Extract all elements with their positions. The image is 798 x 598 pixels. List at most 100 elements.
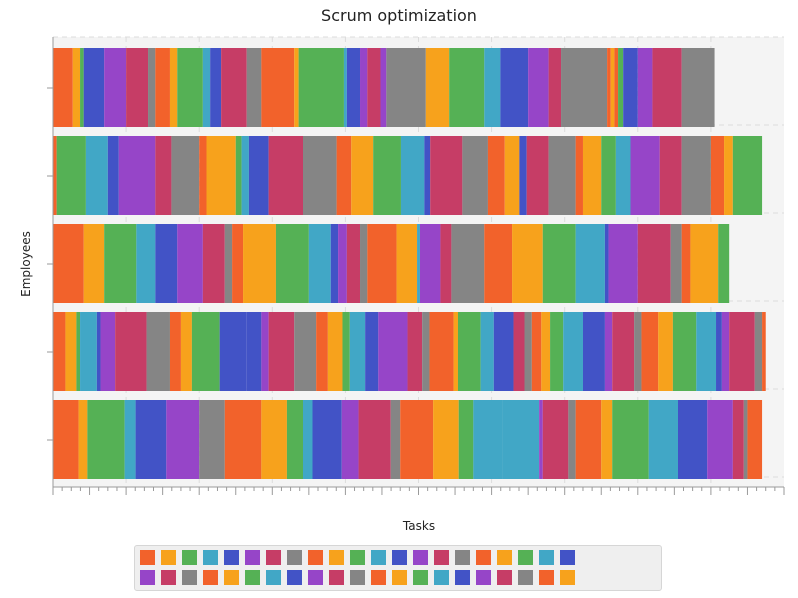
bar-segment: [648, 400, 678, 479]
bar-segment: [453, 312, 458, 391]
bar-segment: [53, 312, 66, 391]
bar-segment: [169, 48, 178, 127]
bar-segment: [100, 312, 116, 391]
bar-segment: [126, 48, 149, 127]
bar-segment: [224, 224, 233, 303]
bar-segment: [652, 48, 682, 127]
bar-segment: [513, 312, 525, 391]
bar-segment: [136, 224, 156, 303]
bar-segment: [601, 136, 616, 215]
bar-segment: [327, 312, 343, 391]
bar-segment: [294, 48, 299, 127]
bar-segment: [380, 48, 387, 127]
bar-segment: [246, 312, 262, 391]
bar-segment: [400, 400, 434, 479]
bar-segment: [224, 400, 262, 479]
bar-segment: [407, 312, 423, 391]
bar-segment: [718, 224, 730, 303]
bar-segment: [721, 312, 730, 391]
bar-segment: [550, 312, 564, 391]
bar-segment: [561, 48, 608, 127]
bar-segment: [241, 136, 249, 215]
bar-segment: [202, 224, 225, 303]
legend-swatch: [245, 550, 260, 565]
bar-segment: [607, 48, 611, 127]
legend-swatch: [371, 550, 386, 565]
legend-swatch: [392, 550, 407, 565]
bar-segment: [303, 136, 337, 215]
bar-segment: [504, 136, 520, 215]
legend-swatch: [371, 570, 386, 585]
bar-segment: [615, 136, 631, 215]
bar-segment: [433, 400, 459, 479]
legend-swatch: [245, 570, 260, 585]
bar-segment: [710, 136, 725, 215]
bar-segment: [659, 136, 682, 215]
legend-swatch: [224, 550, 239, 565]
bar-segment: [672, 312, 697, 391]
x-axis-label: Tasks: [402, 519, 436, 533]
bar-segment: [762, 312, 766, 391]
bar-segment: [493, 312, 514, 391]
bar-segment: [582, 136, 602, 215]
bar-segment: [449, 48, 485, 127]
bar-segment: [743, 400, 748, 479]
bar-segment: [56, 136, 86, 215]
bar-segment: [78, 400, 88, 479]
bar-segment: [308, 224, 331, 303]
legend-swatch: [308, 550, 323, 565]
bar-segment: [53, 400, 79, 479]
bar-segment: [351, 136, 374, 215]
legend-swatch: [224, 570, 239, 585]
bar-segment: [107, 136, 119, 215]
legend-swatch: [287, 570, 302, 585]
bar-segment: [155, 136, 172, 215]
legend-swatch: [518, 570, 533, 585]
bar-segment: [542, 224, 576, 303]
bar-segment: [155, 48, 170, 127]
bar-segment: [246, 48, 262, 127]
legend-swatch: [203, 550, 218, 565]
bar-segment: [548, 136, 576, 215]
bar-segment: [80, 48, 84, 127]
legend-swatch: [476, 550, 491, 565]
legend-swatch: [329, 550, 344, 565]
bar-segment: [582, 312, 605, 391]
legend-swatch: [518, 550, 533, 565]
bar-segment: [166, 400, 200, 479]
bar-segment: [484, 48, 501, 127]
bar-segment: [155, 224, 178, 303]
bar-segment: [294, 312, 317, 391]
bar-segment: [526, 136, 549, 215]
bar-segment: [696, 312, 717, 391]
bar-segment: [202, 48, 211, 127]
legend-swatch: [476, 570, 491, 585]
legend-swatch: [560, 550, 575, 565]
bar-segment: [275, 224, 309, 303]
bar-segment: [180, 312, 192, 391]
bar-segment: [429, 312, 454, 391]
legend-swatch: [497, 550, 512, 565]
bar-segment: [336, 136, 352, 215]
bar-segment: [502, 400, 540, 479]
legend-swatch: [266, 570, 281, 585]
bar-segment: [330, 224, 339, 303]
bar-segment: [360, 48, 368, 127]
legend-swatch: [560, 570, 575, 585]
legend-swatch: [413, 550, 428, 565]
legend-swatch: [497, 570, 512, 585]
bar-segment: [430, 136, 463, 215]
bar-segment: [754, 312, 763, 391]
bar-segment: [191, 312, 220, 391]
bar-segment: [87, 400, 125, 479]
bar-segment: [457, 312, 481, 391]
bar-segment: [171, 136, 200, 215]
bar-segment: [618, 48, 624, 127]
bar-segment: [500, 48, 529, 127]
bar-segment: [604, 224, 609, 303]
bar-segment: [232, 224, 244, 303]
bar-segment: [53, 224, 84, 303]
bar-segment: [261, 400, 287, 479]
legend-swatch: [413, 570, 428, 585]
